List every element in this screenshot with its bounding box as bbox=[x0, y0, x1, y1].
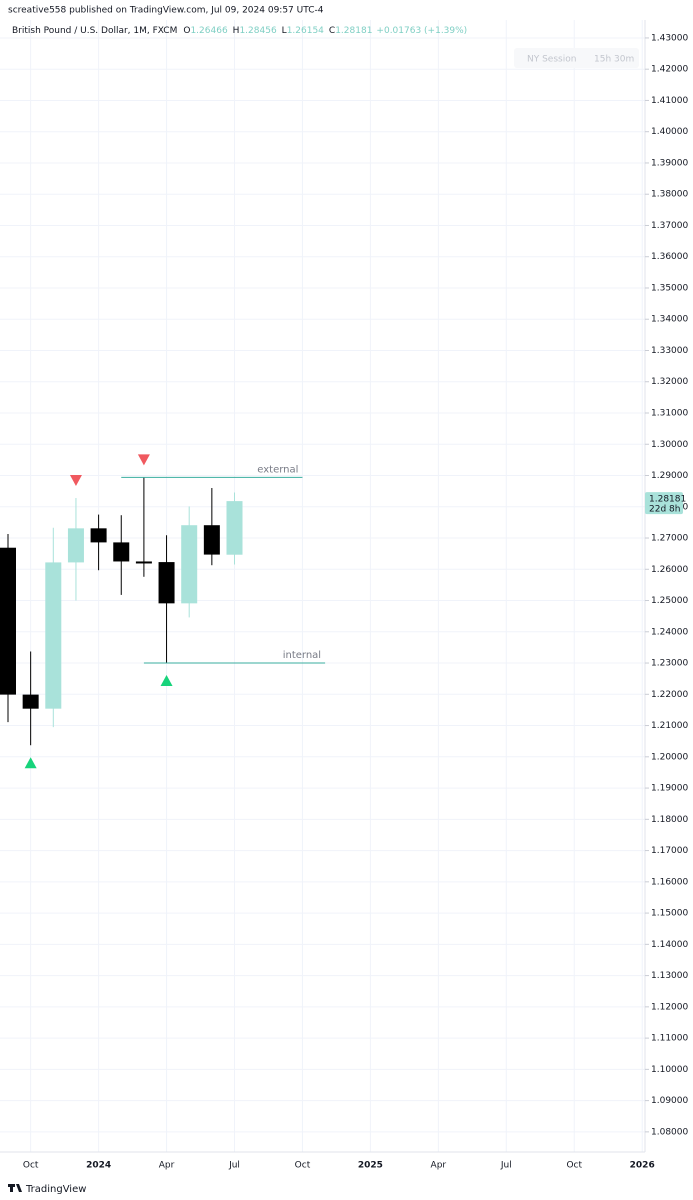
level-label: external bbox=[257, 464, 298, 475]
swing-low-marker bbox=[160, 675, 173, 687]
y-tick-label: 1.29000 bbox=[651, 471, 688, 481]
plot: external internal bbox=[0, 454, 326, 769]
session-remaining: 15h 30m bbox=[594, 55, 634, 65]
y-tick-label: 1.13000 bbox=[651, 971, 688, 981]
candle-body bbox=[22, 694, 39, 709]
legend-item: 1.26466 bbox=[190, 26, 227, 36]
y-tick-label: 1.38000 bbox=[651, 190, 688, 200]
y-tick-label: 1.25000 bbox=[651, 596, 688, 606]
y-tick-label: 1.40000 bbox=[651, 127, 688, 137]
y-tick-label: 1.21000 bbox=[651, 721, 688, 731]
candle-body bbox=[67, 528, 84, 563]
countdown: 22d 8h bbox=[649, 505, 680, 515]
y-tick-label: 1.43000 bbox=[651, 33, 688, 43]
y-tick-label: 1.12000 bbox=[651, 1002, 688, 1012]
x-tick-label: Oct bbox=[566, 1161, 582, 1171]
legend-item: +0.01763 (+1.39%) bbox=[376, 26, 467, 36]
candle-body bbox=[181, 525, 198, 604]
y-tick-label: 1.27000 bbox=[651, 534, 688, 544]
legend-item: British Pound / U.S. Dollar, 1M, FXCM bbox=[12, 26, 177, 36]
legend-item: 1.28456 bbox=[239, 26, 276, 36]
axes: 1.08000 1.09000 1.10000 1.11000 1.12000 1.130… bbox=[23, 33, 689, 1170]
x-tick-label: Apr bbox=[431, 1161, 447, 1171]
y-tick-label: 1.41000 bbox=[651, 96, 688, 106]
y-tick-label: 1.39000 bbox=[651, 158, 688, 168]
legend-header: British Pound / U.S. Dollar, 1M, FXCM O1.… bbox=[12, 26, 467, 36]
candle-body bbox=[158, 562, 175, 604]
y-tick-label: 1.35000 bbox=[651, 283, 688, 293]
y-tick-label: 1.42000 bbox=[651, 65, 688, 75]
brand: TradingView bbox=[25, 1184, 86, 1195]
candle-body bbox=[113, 542, 130, 562]
legend-item: L bbox=[282, 26, 287, 36]
y-tick-label: 1.19000 bbox=[651, 784, 688, 794]
swing-high-marker bbox=[137, 454, 150, 466]
x-tick-label: Oct bbox=[295, 1161, 311, 1171]
session-box bbox=[514, 48, 639, 68]
y-tick-label: 1.11000 bbox=[651, 1034, 688, 1044]
publisher: screative558 published on TradingView.co… bbox=[8, 6, 324, 16]
y-tick-label: 1.16000 bbox=[651, 877, 688, 887]
y-tick-label: 1.33000 bbox=[651, 346, 688, 356]
x-tick-label: 2025 bbox=[358, 1161, 383, 1171]
swing-low-marker bbox=[24, 757, 37, 769]
x-tick-label: Jul bbox=[500, 1161, 512, 1171]
price-tag-label: 1.28181 bbox=[649, 495, 686, 505]
x-tick-label: 2026 bbox=[630, 1161, 655, 1171]
y-tick-label: 1.24000 bbox=[651, 627, 688, 637]
legend-item: C bbox=[329, 26, 335, 36]
y-tick-label: 1.23000 bbox=[651, 659, 688, 669]
y-tick-label: 1.14000 bbox=[651, 940, 688, 950]
candle-body bbox=[135, 561, 152, 564]
y-tick-label: 1.36000 bbox=[651, 252, 688, 262]
session-name: NY Session bbox=[527, 55, 576, 65]
y-tick-label: 1.08000 bbox=[651, 1127, 688, 1137]
y-tick-label: 1.26000 bbox=[651, 565, 688, 575]
candle-body bbox=[0, 547, 16, 695]
logo bbox=[8, 1184, 22, 1192]
candle-body bbox=[90, 528, 107, 543]
y-tick-label: 1.09000 bbox=[651, 1096, 688, 1106]
grid bbox=[0, 20, 645, 1152]
y-tick-label: 1.37000 bbox=[651, 221, 688, 231]
y-tick-label: 1.22000 bbox=[651, 690, 688, 700]
price-tag bbox=[645, 492, 683, 515]
x-tick-label: Oct bbox=[23, 1161, 39, 1171]
legend-item: O bbox=[183, 26, 190, 36]
legend-item: 1.28181 bbox=[335, 26, 372, 36]
y-tick-label: 1.30000 bbox=[651, 440, 688, 450]
y-tick-label: 1.34000 bbox=[651, 315, 688, 325]
legend-item: H bbox=[233, 26, 240, 36]
y-tick-label: 1.32000 bbox=[651, 377, 688, 387]
y-tick-label: 1.17000 bbox=[651, 846, 688, 856]
candle-body bbox=[203, 525, 220, 555]
x-tick-label: 2024 bbox=[86, 1161, 111, 1171]
x-tick-label: Apr bbox=[159, 1161, 175, 1171]
swing-high-marker bbox=[69, 475, 82, 487]
candle-body bbox=[226, 501, 243, 555]
y-tick-label: 1.18000 bbox=[651, 815, 688, 825]
legend-item: 1.26154 bbox=[287, 26, 324, 36]
y-tick-label: 1.20000 bbox=[651, 752, 688, 762]
level-label: internal bbox=[283, 650, 321, 661]
y-tick-label: 1.31000 bbox=[651, 409, 688, 419]
x-tick-label: Jul bbox=[228, 1161, 240, 1171]
y-tick-label: 1.15000 bbox=[651, 909, 688, 919]
y-tick-label: 1.10000 bbox=[651, 1065, 688, 1075]
candle-body bbox=[45, 562, 62, 709]
